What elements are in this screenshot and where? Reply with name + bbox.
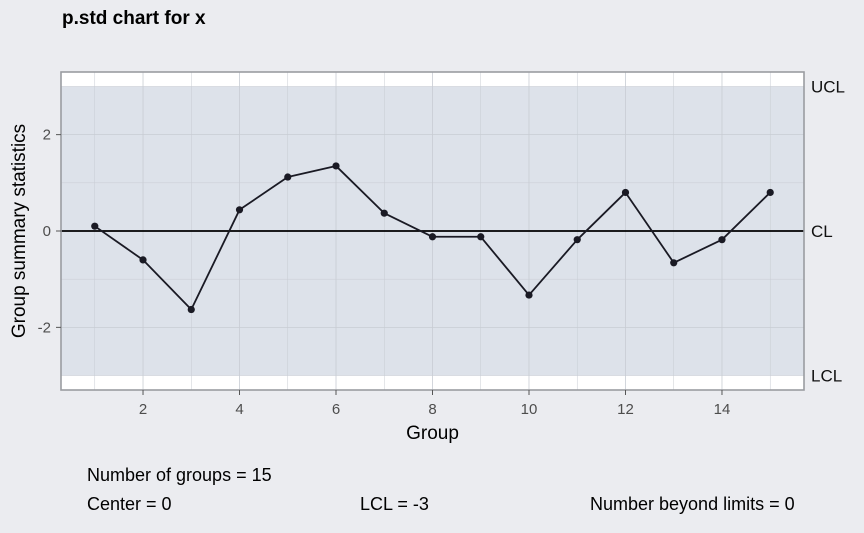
x-tick-label: 10 bbox=[521, 401, 538, 418]
data-point-1 bbox=[91, 222, 99, 230]
x-tick-label: 12 bbox=[617, 401, 634, 418]
control-chart: UCL CL LCL 2 4 6 8 10 12 14 -2 0 2 Group Group summar… bbox=[9, 71, 845, 444]
data-point-8 bbox=[428, 233, 437, 241]
data-point-12 bbox=[621, 188, 630, 197]
lcl-label: LCL bbox=[811, 367, 842, 386]
chart-title: p.std chart for x bbox=[62, 8, 206, 29]
data-point-10 bbox=[525, 291, 533, 299]
y-tick-label: -2 bbox=[38, 319, 51, 336]
cl-label: CL bbox=[811, 222, 833, 241]
data-point-7 bbox=[380, 209, 388, 217]
data-point-15 bbox=[766, 188, 774, 197]
x-tick-label: 8 bbox=[428, 401, 436, 418]
data-point-3 bbox=[187, 305, 195, 314]
data-point-11 bbox=[573, 236, 581, 244]
x-tick-label: 6 bbox=[332, 401, 340, 418]
center-text: Center = 0 bbox=[87, 494, 172, 514]
x-tick-label: 14 bbox=[714, 401, 731, 418]
number-of-groups-text: Number of groups = 15 bbox=[87, 465, 272, 485]
series-line-group bbox=[91, 162, 774, 314]
data-point-5 bbox=[284, 173, 292, 181]
number-beyond-limits-text: Number beyond limits = 0 bbox=[590, 494, 795, 514]
x-axis-label: Group bbox=[406, 423, 459, 444]
ucl-label: UCL bbox=[811, 77, 845, 96]
x-tick-label: 4 bbox=[235, 401, 243, 418]
data-point-14 bbox=[718, 236, 726, 244]
x-tick-label: 2 bbox=[139, 401, 147, 418]
data-point-4 bbox=[235, 206, 244, 214]
data-point-6 bbox=[332, 162, 340, 170]
y-axis-label: Group summary statistics bbox=[9, 124, 30, 338]
axes: 2 4 6 8 10 12 14 -2 0 2 Group Group summary statist… bbox=[9, 71, 805, 444]
data-point-2 bbox=[139, 256, 147, 264]
y-tick-label: 2 bbox=[43, 127, 51, 144]
y-tick-label: 0 bbox=[43, 223, 51, 240]
data-point-13 bbox=[670, 259, 678, 267]
control-limits: UCL CL LCL bbox=[61, 77, 845, 386]
lcl-summary-text: LCL = -3 bbox=[360, 494, 429, 514]
data-point-9 bbox=[477, 233, 485, 241]
